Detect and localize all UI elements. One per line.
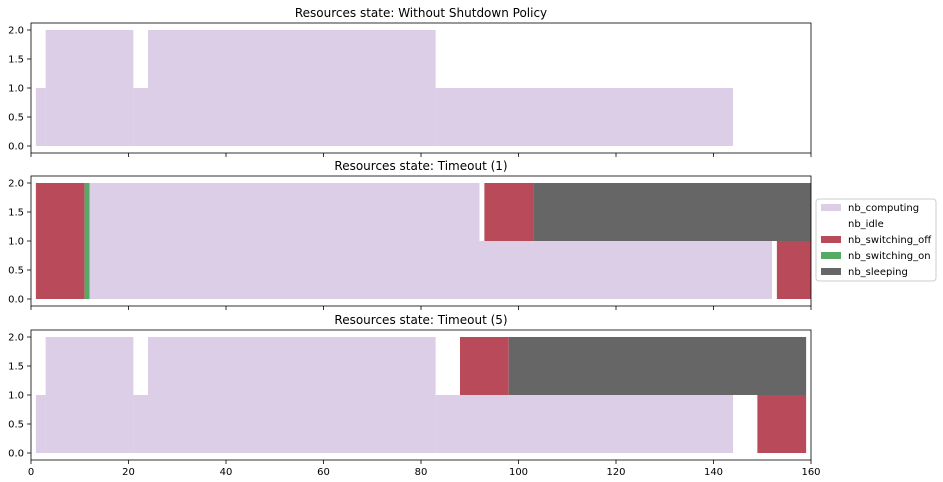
legend-swatch-nb_idle	[821, 220, 841, 227]
chart-panels: Resources state: Without Shutdown Policy…	[8, 6, 820, 478]
chart-panel-1: Resources state: Without Shutdown Policy…	[8, 6, 812, 157]
x-tick-label: 120	[606, 467, 625, 478]
chart-title: Resources state: Timeout (5)	[334, 313, 507, 327]
y-tick-label: 0.0	[8, 142, 24, 153]
x-tick-label: 140	[704, 467, 723, 478]
area-segment-nb_switching_off	[776, 241, 811, 299]
area-segment-nb_computing	[35, 395, 46, 453]
legend-label-nb_idle: nb_idle	[848, 219, 884, 230]
y-tick-label: 0.0	[8, 295, 24, 306]
chart-panel-2: Resources state: Timeout (1) 0.0 0.5 1.0 1.5…	[8, 159, 812, 310]
chart-panel-3: Resources state: Timeout (5) 0.0 0.5 1.0 1.5…	[8, 313, 820, 478]
area-segment-nb_switching_on	[84, 183, 90, 299]
x-tick-label: 60	[317, 467, 330, 478]
y-tick-label: 1.0	[8, 391, 24, 402]
area-segment-nb_switching_off	[460, 337, 509, 395]
area-segment-nb_switching_off	[35, 183, 85, 299]
y-tick-label: 1.5	[8, 208, 24, 219]
legend-label-nb_switching_off: nb_switching_off	[848, 235, 932, 246]
legend-swatch-nb_sleeping	[821, 268, 841, 275]
chart-title: Resources state: Without Shutdown Policy	[295, 6, 547, 20]
x-tick-label: 100	[509, 467, 528, 478]
legend-label-nb_sleeping: nb_sleeping	[848, 267, 908, 278]
area-segment-nb_computing	[479, 241, 772, 299]
legend-box	[815, 198, 937, 282]
area-segment-nb_computing	[148, 337, 436, 453]
y-tick-label: 2.0	[8, 333, 24, 344]
legend-label-nb_computing: nb_computing	[848, 203, 919, 214]
y-tick-label: 1.5	[8, 55, 24, 66]
y-tick-label: 2.0	[8, 26, 24, 37]
area-segment-nb_computing	[35, 88, 46, 146]
y-tick-label: 2.0	[8, 179, 24, 190]
area-segment-nb_computing	[133, 88, 148, 146]
y-tick-label: 0.5	[8, 266, 24, 277]
area-segment-nb_computing	[435, 88, 733, 146]
legend: nb_computing nb_idle nb_switching_off nb_sw…	[815, 198, 937, 282]
y-tick-label: 1.0	[8, 237, 24, 248]
x-tick-label: 20	[122, 467, 135, 478]
x-tick-label: 0	[28, 467, 34, 478]
legend-label-nb_switching_on: nb_switching_on	[848, 251, 931, 262]
y-tick-label: 0.0	[8, 449, 24, 460]
y-tick-label: 0.5	[8, 420, 24, 431]
legend-swatch-nb_switching_on	[821, 252, 841, 259]
area-segment-nb_computing	[148, 30, 436, 146]
area-segment-nb_computing	[435, 395, 733, 453]
x-tick-label: 40	[220, 467, 233, 478]
area-segment-nb_sleeping	[508, 337, 807, 395]
y-tick-label: 1.0	[8, 84, 24, 95]
y-tick-label: 1.5	[8, 362, 24, 373]
area-segment-nb_computing	[133, 395, 148, 453]
area-segment-nb_computing	[45, 337, 134, 453]
area-segment-nb_switching_off	[484, 183, 534, 241]
area-segment-nb_switching_off	[757, 395, 807, 453]
legend-swatch-nb_switching_off	[821, 236, 841, 243]
chart-title: Resources state: Timeout (1)	[334, 159, 507, 173]
x-tick-label: 80	[415, 467, 428, 478]
area-segment-nb_computing	[45, 30, 134, 146]
legend-swatch-nb_computing	[821, 204, 841, 211]
area-segment-nb_computing	[89, 183, 480, 299]
x-tick-label: 160	[801, 467, 820, 478]
y-tick-label: 0.5	[8, 113, 24, 124]
area-segment-nb_sleeping	[533, 183, 811, 241]
